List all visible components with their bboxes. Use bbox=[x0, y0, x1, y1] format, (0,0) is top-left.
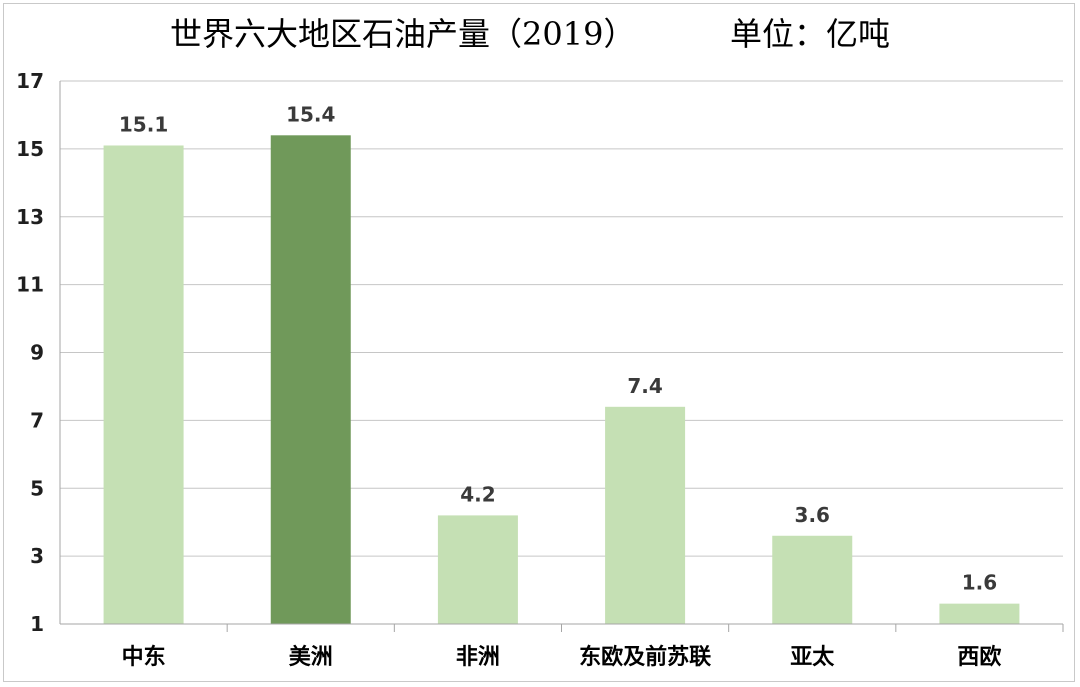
gridlines bbox=[60, 80, 1063, 557]
y-tick-label-15: 15 bbox=[16, 137, 44, 161]
bar-5 bbox=[939, 603, 1020, 624]
x-tick-labels: 中东 美洲 非洲 东欧及前苏联 亚太 西欧 bbox=[122, 644, 1002, 670]
data-label-5: 1.6 bbox=[962, 571, 997, 595]
y-tick-label-7: 7 bbox=[30, 408, 44, 432]
x-tick-label-2: 非洲 bbox=[456, 645, 500, 670]
data-label-3: 7.4 bbox=[627, 374, 662, 398]
data-label-4: 3.6 bbox=[795, 503, 830, 527]
x-tick-label-3: 东欧及前苏联 bbox=[579, 644, 711, 670]
x-tick-label-5: 西欧 bbox=[957, 644, 1001, 670]
y-tick-label-13: 13 bbox=[16, 205, 44, 229]
bar-2 bbox=[437, 515, 518, 624]
bar-0 bbox=[103, 145, 184, 624]
data-labels: 15.1 15.4 4.2 7.4 3.6 1.6 bbox=[119, 102, 997, 594]
y-tick-label-5: 5 bbox=[30, 476, 44, 500]
x-tick-label-0: 中东 bbox=[122, 644, 166, 670]
data-label-0: 15.1 bbox=[119, 112, 168, 136]
x-tick-label-4: 亚太 bbox=[790, 645, 835, 670]
axes bbox=[59, 81, 1064, 632]
chart-title: 世界六大地区石油产量（2019） bbox=[170, 15, 635, 53]
bar-3 bbox=[605, 406, 686, 624]
bar-1 bbox=[270, 135, 351, 625]
y-tick-label-3: 3 bbox=[30, 544, 44, 568]
data-label-1: 15.4 bbox=[286, 102, 335, 126]
y-tick-label-11: 11 bbox=[16, 273, 44, 297]
x-tick-label-1: 美洲 bbox=[289, 644, 333, 670]
y-tick-label-9: 9 bbox=[30, 341, 44, 365]
chart-unit: 单位：亿吨 bbox=[730, 15, 890, 53]
bar-4 bbox=[772, 535, 853, 624]
data-label-2: 4.2 bbox=[460, 482, 495, 506]
bar-series bbox=[103, 135, 1020, 625]
y-tick-label-17: 17 bbox=[16, 69, 44, 93]
y-tick-label-1: 1 bbox=[30, 612, 44, 636]
